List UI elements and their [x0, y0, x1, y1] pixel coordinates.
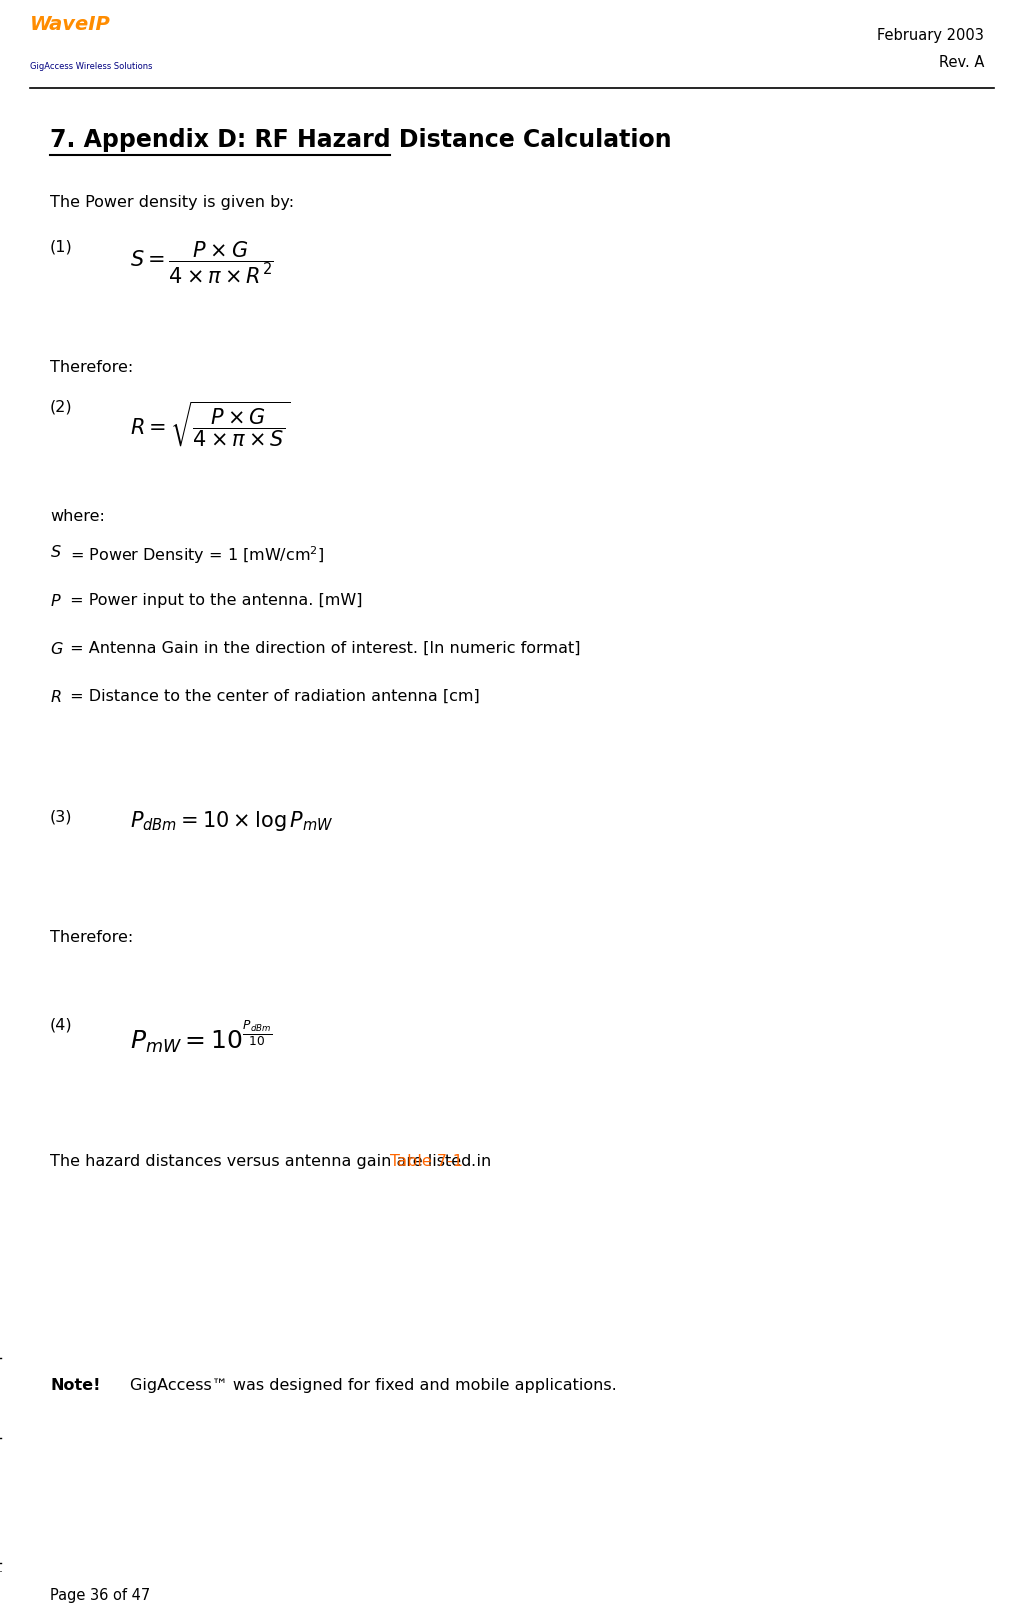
Text: WaveIP: WaveIP — [30, 14, 111, 34]
Text: where:: where: — [50, 509, 104, 524]
Text: Therefore:: Therefore: — [50, 360, 133, 374]
Text: The Power density is given by:: The Power density is given by: — [50, 194, 294, 211]
Text: Page 36 of 47: Page 36 of 47 — [50, 1588, 151, 1604]
Text: (2): (2) — [50, 400, 73, 415]
Text: February 2003: February 2003 — [878, 27, 984, 43]
Text: GigAccess Wireless Solutions: GigAccess Wireless Solutions — [30, 63, 153, 71]
Text: The hazard distances versus antenna gain are listed in: The hazard distances versus antenna gain… — [50, 1154, 497, 1170]
Text: .: . — [470, 1154, 475, 1170]
Text: (1): (1) — [50, 239, 73, 256]
Text: 7. Appendix D: RF Hazard Distance Calculation: 7. Appendix D: RF Hazard Distance Calcul… — [50, 129, 672, 151]
Text: Table 7-1: Table 7-1 — [390, 1154, 463, 1170]
Text: $G$: $G$ — [50, 641, 63, 657]
Text: $R$: $R$ — [50, 689, 61, 705]
Text: Therefore:: Therefore: — [50, 929, 133, 945]
Text: = Power Density = 1 [mW/cm$^2$]: = Power Density = 1 [mW/cm$^2$] — [65, 545, 325, 566]
Text: = Antenna Gain in the direction of interest. [In numeric format]: = Antenna Gain in the direction of inter… — [65, 641, 581, 656]
Text: $R = \sqrt{\dfrac{P \times G}{4 \times \pi \times S}}$: $R = \sqrt{\dfrac{P \times G}{4 \times \… — [130, 400, 290, 448]
Text: GigAccess™ was designed for fixed and mobile applications.: GigAccess™ was designed for fixed and mo… — [130, 1377, 616, 1393]
Text: $P$: $P$ — [50, 593, 61, 609]
Text: Rev. A: Rev. A — [939, 55, 984, 71]
Text: Note!: Note! — [50, 1377, 100, 1393]
Text: (3): (3) — [50, 810, 73, 824]
Text: = Power input to the antenna. [mW]: = Power input to the antenna. [mW] — [65, 593, 362, 607]
Text: $S = \dfrac{P \times G}{4 \times \pi \times R^2}$: $S = \dfrac{P \times G}{4 \times \pi \ti… — [130, 239, 273, 286]
Text: $S$: $S$ — [50, 545, 61, 561]
Text: $P_{mW} = 10^{\frac{P_{dBm}}{10}}$: $P_{mW} = 10^{\frac{P_{dBm}}{10}}$ — [130, 1017, 272, 1054]
Text: (4): (4) — [50, 1017, 73, 1033]
Text: $P_{dBm} = 10 \times \log P_{mW}$: $P_{dBm} = 10 \times \log P_{mW}$ — [130, 810, 334, 832]
Text: = Distance to the center of radiation antenna [cm]: = Distance to the center of radiation an… — [65, 689, 480, 704]
